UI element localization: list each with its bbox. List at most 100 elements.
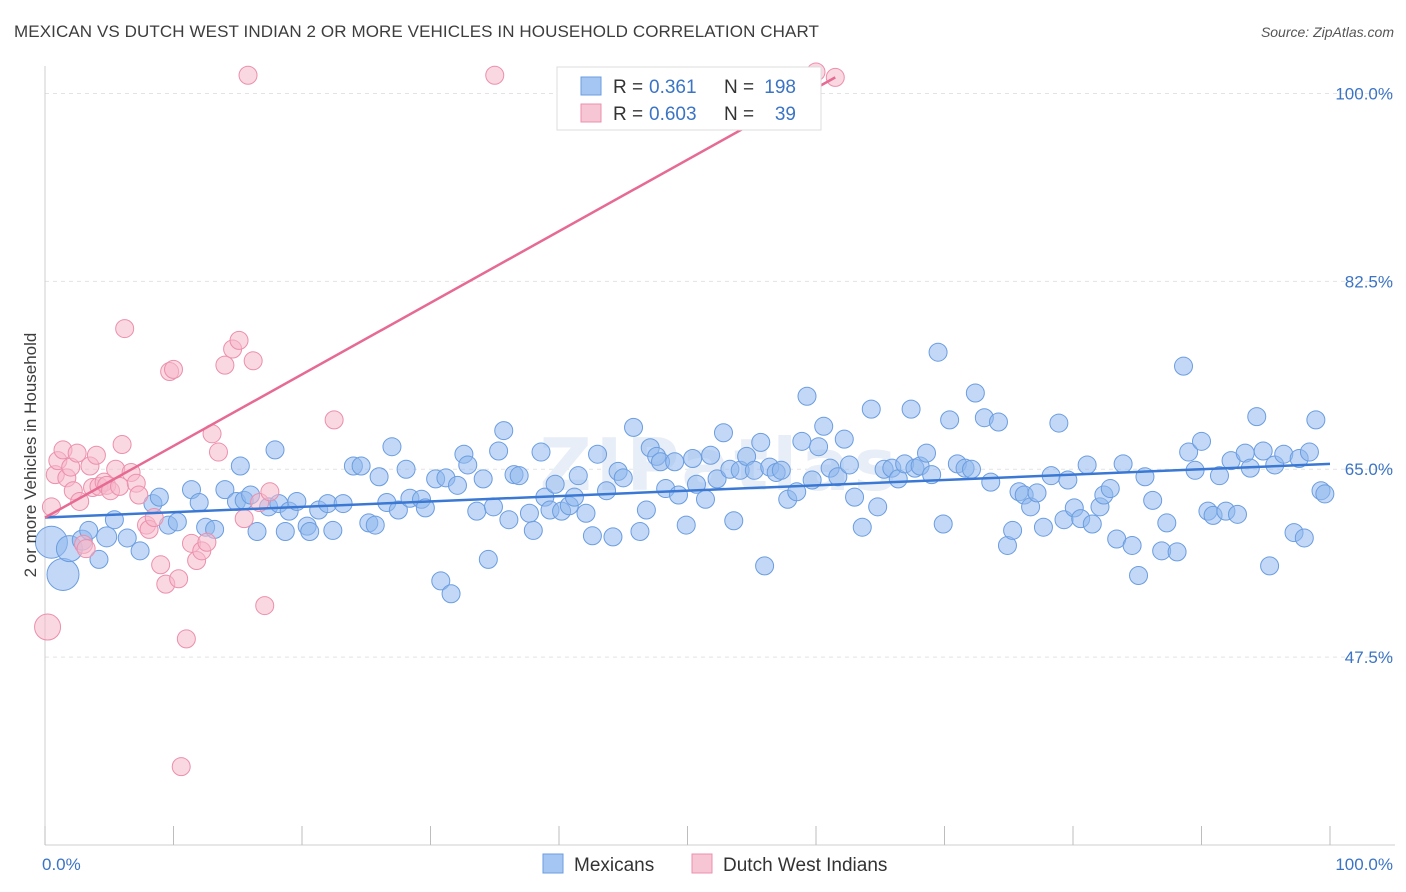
mexicans-point-155 — [1082, 514, 1102, 534]
mexicans-point-180 — [1247, 407, 1267, 427]
mexicans-point-182 — [1260, 556, 1280, 576]
dutch-west-indians-point-0 — [34, 613, 62, 641]
chart-title: MEXICAN VS DUTCH WEST INDIAN 2 OR MORE V… — [14, 22, 820, 41]
mexicans-point-166 — [1157, 513, 1177, 533]
legend-n-value-0: 198 — [764, 77, 796, 98]
dutch-west-indians-point-14 — [86, 445, 106, 465]
mexicans-point-96 — [713, 423, 733, 443]
mexicans-point-5 — [89, 549, 109, 569]
mexicans-point-101 — [744, 460, 764, 480]
mexicans-point-88 — [665, 452, 685, 472]
mexicans-point-177 — [1227, 504, 1247, 524]
mexicans-point-76 — [588, 444, 608, 464]
mexicans-point-110 — [797, 386, 817, 406]
dutch-west-indians-point-50 — [324, 410, 344, 430]
dutch-west-indians-point-54 — [238, 65, 258, 85]
mexicans-point-112 — [809, 437, 829, 457]
y-axis-label: 2 or more Vehicles in Household — [21, 333, 40, 578]
dutch-west-indians-point-44 — [229, 330, 249, 350]
mexicans-point-15 — [189, 493, 209, 513]
mexicans-point-9 — [130, 541, 150, 561]
mexicans-point-116 — [834, 429, 854, 449]
mexicans-point-78 — [603, 527, 623, 547]
mexicans-point-171 — [1192, 431, 1211, 451]
mexicans-point-75 — [582, 526, 602, 546]
trend-lines — [44, 76, 1331, 519]
mexicans-point-140 — [988, 412, 1008, 432]
mexicans-point-181 — [1253, 441, 1273, 461]
mexicans-point-187 — [1294, 528, 1314, 548]
dutch-west-indians-points — [34, 62, 845, 777]
mexicans-points — [34, 342, 1335, 604]
mexicans-point-118 — [845, 487, 865, 507]
mexicans-point-94 — [701, 445, 721, 465]
dutch-west-indians-point-35 — [176, 629, 196, 649]
mexicans-point-132 — [933, 514, 953, 534]
mexicans-point-142 — [1003, 520, 1023, 540]
mexicans-point-47 — [415, 498, 435, 518]
mexicans-point-102 — [751, 432, 771, 452]
bottom-legend-label-0: Mexicans — [574, 855, 654, 876]
mexicans-point-90 — [676, 515, 696, 535]
mexicans-point-188 — [1299, 442, 1319, 462]
mexicans-point-13 — [167, 512, 187, 532]
mexicans-point-154 — [1077, 455, 1097, 475]
mexicans-point-92 — [686, 474, 706, 494]
mexicans-point-27 — [275, 522, 295, 542]
mexicans-point-93 — [695, 489, 715, 509]
mexicans-point-40 — [369, 467, 389, 487]
mexicans-point-103 — [755, 556, 775, 576]
dutch-west-indians-point-33 — [169, 569, 189, 589]
mexicans-point-69 — [545, 474, 565, 494]
dutch-west-indians-point-34 — [171, 757, 191, 777]
mexicans-point-81 — [624, 417, 644, 437]
dutch-west-indians-point-41 — [208, 442, 228, 462]
y-tick-label-3: 100.0% — [1335, 84, 1393, 103]
mexicans-point-63 — [509, 466, 529, 486]
dutch-west-indians-point-39 — [197, 532, 217, 552]
mexicans-point-51 — [441, 584, 461, 604]
mexicans-point-59 — [489, 441, 509, 461]
mexicans-point-158 — [1100, 479, 1120, 499]
mexicans-point-57 — [478, 549, 498, 569]
mexicans-point-146 — [1027, 483, 1047, 503]
mexicans-point-126 — [901, 399, 921, 419]
mexicans-point-18 — [215, 480, 235, 500]
mexicans-point-129 — [917, 443, 937, 463]
dutch-west-indians-point-22 — [115, 319, 135, 339]
mexicans-point-54 — [458, 455, 478, 475]
mexicans-point-191 — [1315, 484, 1335, 504]
chart-source: Source: ZipAtlas.com — [1260, 24, 1394, 40]
mexicans-point-174 — [1209, 466, 1229, 486]
mexicans-point-106 — [771, 460, 791, 480]
axes — [44, 66, 1395, 846]
mexicans-point-136 — [961, 459, 981, 479]
bottom-legend-label-1: Dutch West Indians — [723, 855, 887, 876]
gridlines — [45, 92, 1395, 658]
mexicans-point-89 — [669, 485, 689, 505]
mexicans-point-61 — [499, 510, 519, 530]
legend-swatch-0 — [580, 76, 602, 96]
mexicans-point-164 — [1143, 490, 1163, 510]
dutch-west-indians-point-51 — [485, 65, 505, 85]
dutch-west-indians-trend-line — [44, 76, 836, 519]
dutch-west-indians-point-8 — [67, 443, 87, 463]
dutch-west-indians-point-21 — [112, 435, 132, 455]
mexicans-point-121 — [868, 497, 888, 517]
legend-swatch-1 — [580, 103, 602, 123]
mexicans-point-8 — [117, 528, 137, 548]
dutch-west-indians-point-49 — [260, 482, 280, 502]
dutch-west-indians-point-11 — [76, 539, 96, 559]
mexicans-point-109 — [792, 431, 812, 451]
mexicans-point-37 — [351, 456, 371, 476]
mexicans-point-39 — [365, 515, 385, 535]
mexicans-point-52 — [447, 475, 467, 495]
mexicans-point-91 — [683, 449, 703, 468]
bottom-legend: Mexicans Dutch West Indians — [542, 853, 887, 876]
mexicans-point-168 — [1174, 356, 1194, 376]
mexicans-point-98 — [724, 511, 744, 531]
mexicans-point-66 — [531, 442, 551, 462]
y-tick-label-1: 65.0% — [1345, 460, 1393, 479]
legend-r-label-0: R = — [613, 77, 643, 98]
mexicans-point-133 — [940, 410, 960, 430]
